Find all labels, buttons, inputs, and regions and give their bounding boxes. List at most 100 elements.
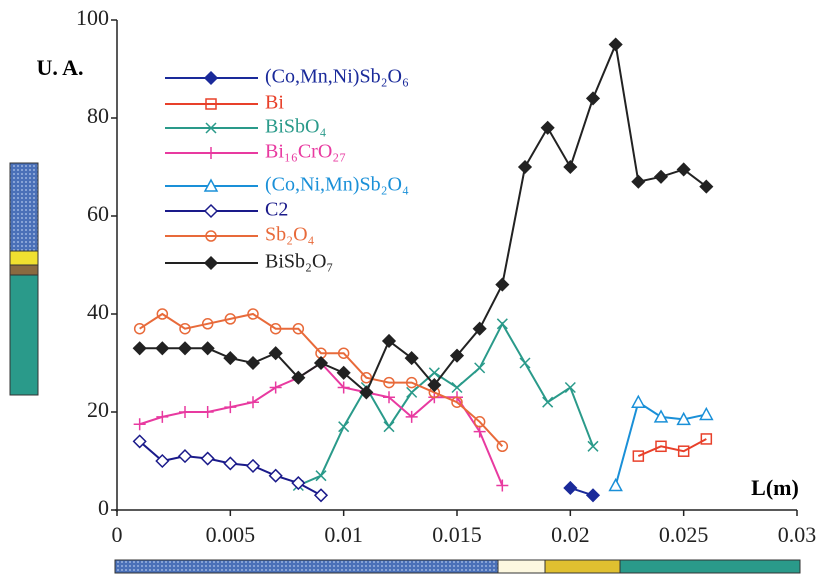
marker [291,475,306,491]
marker [406,386,418,398]
marker [177,449,193,464]
marker [653,169,669,184]
marker [655,440,667,453]
marker [337,381,350,394]
marker [132,434,147,449]
marker [360,371,373,384]
marker [268,468,283,483]
marker [200,341,215,356]
marker [405,410,418,423]
marker [201,318,214,330]
legend-marker [203,70,219,86]
marker [585,488,601,503]
marker [699,406,714,421]
marker [542,396,554,408]
x-tick-label: 0 [112,522,123,547]
marker [200,451,215,466]
marker [631,394,646,408]
marker [405,376,418,389]
y-tick-label: 0 [98,495,109,520]
marker [473,425,486,438]
marker [315,470,327,482]
marker [585,91,601,106]
marker [291,370,306,385]
marker [563,159,578,175]
marker [223,456,238,471]
marker [517,159,533,175]
marker [245,355,261,371]
marker [495,277,510,292]
y-tick-label: 100 [76,5,109,30]
y-tick-label: 60 [87,201,109,226]
marker [472,321,487,336]
marker [563,480,578,496]
marker [631,174,646,189]
marker [292,322,305,335]
marker [177,341,193,356]
marker [473,416,486,428]
marker [699,179,714,194]
marker [224,313,237,325]
marker [268,346,283,361]
marker [337,347,350,359]
marker [653,409,669,423]
marker [404,351,419,366]
x-axis-label: L(m) [751,475,799,500]
marker [451,396,463,408]
legend-label: BiSbO₄ [265,116,326,138]
y-tick-label: 20 [87,397,109,422]
marker [359,385,374,400]
bottom-strip [114,559,801,574]
marker [247,396,259,409]
y-axis-label: U. A. [36,55,83,80]
marker [700,433,713,445]
marker [155,453,170,469]
marker [608,477,623,492]
marker [133,322,146,335]
series-line [139,312,504,447]
x-tick-label: 0.005 [206,522,256,547]
marker [179,322,191,335]
marker [677,445,690,457]
marker [383,376,395,389]
marker [338,421,350,433]
legend-marker [203,178,219,192]
marker [313,488,329,503]
marker [428,367,440,379]
legend-label: (Co,Mn,Ni)Sb₂O₆ [265,66,409,88]
legend-label: C2 [265,199,288,221]
marker [247,308,259,320]
marker [269,322,282,335]
marker [632,450,645,462]
marker [336,365,351,380]
marker [496,318,508,330]
marker [519,357,531,369]
x-tick-label: 0.015 [432,522,482,547]
legend-label: Sb₂O₄ [265,224,315,246]
marker [449,348,465,363]
x-tick-label: 0.025 [659,522,709,547]
legend-label: Bi₁₆CrO₂₇ [265,141,346,163]
marker [223,351,238,366]
y-tick-label: 40 [87,299,109,324]
legend-marker [205,230,217,242]
x-tick-label: 0.02 [551,522,590,547]
legend-marker [205,122,217,134]
marker [269,381,282,394]
legend-label: Bi [265,92,284,114]
marker [587,440,599,452]
marker [383,421,395,433]
series-line [139,40,707,395]
marker [676,411,691,426]
marker [608,37,623,52]
marker [496,479,509,492]
marker [427,377,442,393]
marker [155,341,170,356]
legend-marker [203,203,219,219]
marker [132,341,147,356]
marker [383,391,395,404]
marker [224,401,237,414]
legend-label: BiSb₂O₇ [265,251,333,273]
legend-marker [205,147,217,159]
